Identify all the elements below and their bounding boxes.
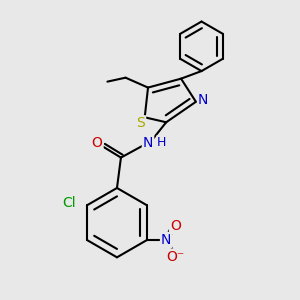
Text: N: N <box>143 136 153 150</box>
Text: N: N <box>198 93 208 107</box>
Text: O: O <box>92 136 103 150</box>
Text: S: S <box>136 116 145 130</box>
Text: O⁻: O⁻ <box>166 250 184 263</box>
Text: O: O <box>170 219 181 233</box>
Text: H: H <box>157 136 167 149</box>
Text: Cl: Cl <box>62 196 76 210</box>
Text: N: N <box>161 233 171 247</box>
